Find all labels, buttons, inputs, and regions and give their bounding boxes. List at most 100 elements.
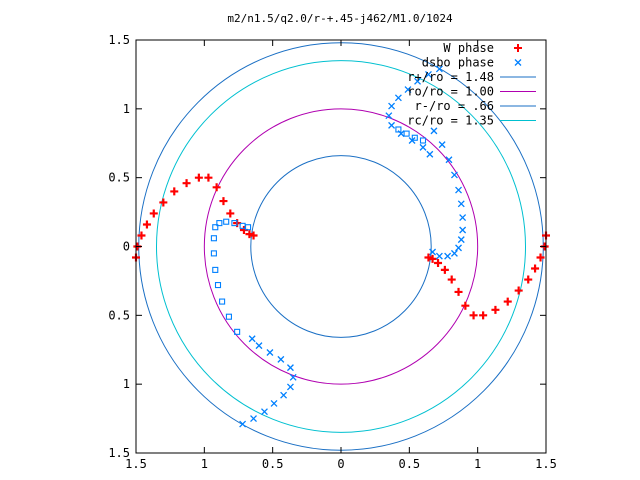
data-point [459,214,467,222]
data-point [194,173,203,182]
x-tick-label: 1 [474,457,481,471]
data-point [450,249,458,257]
data-point [182,179,191,188]
x-tick-label: 1.5 [125,457,147,471]
legend-label: rc/ro = 1.35 [407,114,494,128]
data-point [536,253,545,262]
data-point [491,305,500,314]
legend-label: r-/ro = .66 [415,99,494,113]
points-layer [132,65,550,428]
data-point [214,281,222,289]
circle-1 [203,108,479,385]
data-point [280,391,288,399]
data-point [461,301,470,310]
data-point [435,65,443,73]
data-point [438,141,446,149]
x-tick-label: 0.5 [398,457,420,471]
data-point [210,250,217,257]
y-tick-label: 1.5 [108,446,130,460]
data-point [524,275,533,284]
data-point [394,94,402,102]
data-point [455,186,462,194]
data-point [385,112,393,120]
data-point [286,364,294,372]
data-point [142,220,151,229]
data-point [514,286,523,295]
data-point [459,226,467,234]
data-point [419,143,427,151]
x-tick-label: 1.5 [535,457,557,471]
legend-label: ro/ro = 1.00 [407,85,494,99]
data-point [445,156,453,164]
y-tick-label: 1 [123,377,130,391]
data-point [159,198,168,207]
data-point [457,236,465,244]
data-point [440,265,449,274]
data-point [223,218,230,225]
legend-label: W phase [443,41,494,55]
x-tick-label: 1 [201,457,208,471]
data-point [289,373,297,381]
data-point [469,311,478,320]
data-point [245,224,252,231]
data-point [137,231,146,240]
data-point [239,420,247,428]
data-point [457,200,465,208]
data-point [447,275,456,284]
legend-marker-plus [514,44,522,52]
circle-2 [250,155,432,338]
data-point [429,248,437,256]
data-point [450,171,458,179]
x-tick-label: 0.5 [262,457,284,471]
data-point [419,137,427,144]
y-tick-label: 0 [123,240,130,254]
data-point [403,130,410,137]
data-point [212,266,219,273]
circle-3 [156,60,526,433]
data-point [444,252,452,260]
data-point [388,102,396,110]
data-point [149,209,158,218]
data-point [226,209,235,218]
data-point [225,313,232,320]
data-point [414,77,421,85]
data-point [411,134,418,141]
data-point [255,342,263,350]
data-point [426,150,434,158]
data-point [454,287,463,296]
x-tick-label: 0 [337,457,344,471]
legend-label: r+/ro = 1.48 [407,70,494,84]
y-tick-label: 1.5 [108,33,130,47]
data-point [404,86,412,94]
data-point [250,415,257,423]
y-tick-label: 1 [123,102,130,116]
data-point [204,173,213,182]
data-point [261,408,268,416]
data-point [270,399,278,407]
data-point [531,264,540,273]
data-point [170,187,179,196]
data-point [219,197,228,206]
data-point [210,235,217,242]
data-point [249,231,258,240]
data-point [428,254,437,263]
y-tick-label: 0.5 [108,171,130,185]
data-point [286,383,294,391]
data-point [424,253,433,262]
data-point [434,259,443,268]
data-point [219,298,226,305]
chart-title: m2/n1.5/q2.0/r-+.45-j462/M1.0/1024 [227,12,453,25]
data-point [479,311,488,320]
data-point [455,244,462,252]
data-point [248,335,256,343]
data-point [234,328,241,335]
data-point [216,220,223,227]
data-point [395,126,402,133]
data-point [277,355,285,363]
legend-marker-x [514,59,522,66]
data-point [388,121,396,129]
legend-label: dsbo phase [422,56,494,70]
data-point [212,183,221,192]
